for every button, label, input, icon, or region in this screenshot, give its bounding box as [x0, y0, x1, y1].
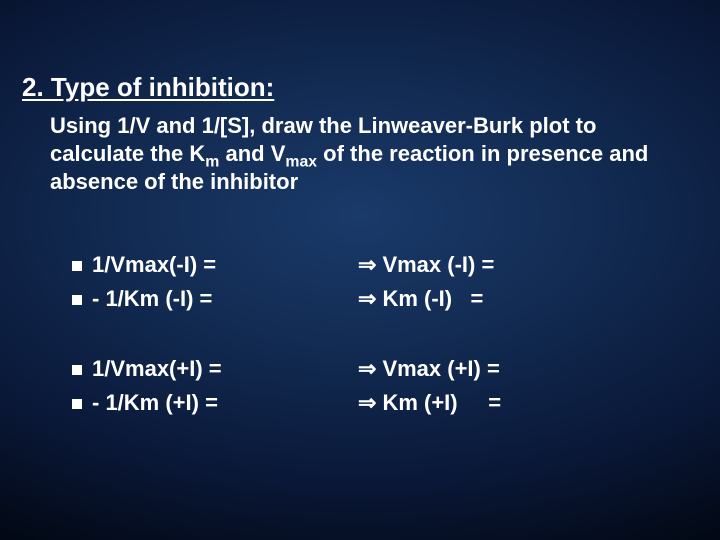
slide: 2. Type of inhibition: Using 1/V and 1/[…: [0, 0, 720, 540]
item-label: Km (+I): [382, 390, 457, 415]
item-eq: =: [487, 356, 500, 381]
description: Using 1/V and 1/[S], draw the Linweaver-…: [50, 112, 670, 196]
list-item: - 1/Km (+I) =: [72, 386, 222, 420]
list-item: ⇒Vmax (+I) =: [358, 352, 501, 386]
item-label: Km (-I): [382, 286, 452, 311]
desc-sub-vmax: max: [285, 154, 317, 171]
item-text: 1/Vmax(-I) =: [92, 252, 216, 277]
heading: 2. Type of inhibition:: [22, 72, 274, 103]
square-bullet-icon: [72, 261, 82, 271]
group1-left: 1/Vmax(-I) = - 1/Km (-I) =: [72, 248, 216, 316]
item-text: - 1/Km (+I) =: [92, 390, 218, 415]
arrow-icon: ⇒: [358, 248, 376, 282]
item-eq: =: [481, 252, 494, 277]
list-item: 1/Vmax(+I) =: [72, 352, 222, 386]
item-text: 1/Vmax(+I) =: [92, 356, 222, 381]
item-text: - 1/Km (-I) =: [92, 286, 212, 311]
arrow-icon: ⇒: [358, 282, 376, 316]
desc-sub-km: m: [205, 154, 219, 171]
list-item: ⇒Vmax (-I) =: [358, 248, 494, 282]
arrow-icon: ⇒: [358, 352, 376, 386]
desc-mid: and V: [219, 141, 285, 166]
list-item: ⇒Km (+I) =: [358, 386, 501, 420]
square-bullet-icon: [72, 399, 82, 409]
group2-right: ⇒Vmax (+I) = ⇒Km (+I) =: [358, 352, 501, 420]
list-item: 1/Vmax(-I) =: [72, 248, 216, 282]
item-label: Vmax (+I): [382, 356, 480, 381]
group1-right: ⇒Vmax (-I) = ⇒Km (-I) =: [358, 248, 494, 316]
list-item: ⇒Km (-I) =: [358, 282, 494, 316]
group2-left: 1/Vmax(+I) = - 1/Km (+I) =: [72, 352, 222, 420]
item-label: Vmax (-I): [382, 252, 475, 277]
square-bullet-icon: [72, 295, 82, 305]
arrow-icon: ⇒: [358, 386, 376, 420]
item-eq: =: [470, 286, 483, 311]
item-eq: =: [488, 390, 501, 415]
list-item: - 1/Km (-I) =: [72, 282, 216, 316]
square-bullet-icon: [72, 365, 82, 375]
